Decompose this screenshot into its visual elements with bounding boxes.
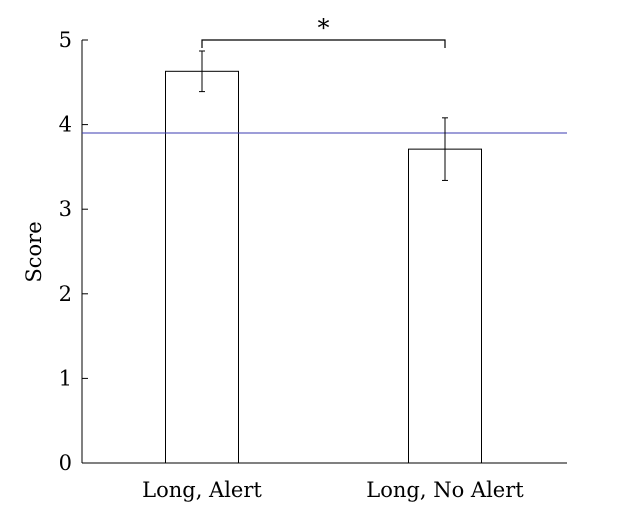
y-tick-label: 0	[59, 451, 72, 475]
labels: Score 0 1 2 3 4 5 Long, Alert Long, No Alert	[22, 28, 524, 502]
y-tick-label: 4	[59, 113, 72, 137]
bars	[165, 70, 482, 464]
bar	[165, 70, 239, 464]
bar	[408, 148, 482, 464]
x-category-label: Long, Alert	[142, 478, 262, 502]
y-tick-label: 2	[59, 282, 72, 306]
y-tick-label: 3	[59, 197, 72, 221]
error-bars	[199, 50, 448, 181]
x-category-label: Long, No Alert	[366, 478, 524, 502]
axes	[81, 39, 567, 464]
significance-annotation: *	[201, 14, 446, 48]
y-axis-title: Score	[22, 221, 46, 282]
y-tick-label: 1	[59, 366, 72, 390]
significance-bracket	[201, 39, 446, 48]
significance-label: *	[318, 14, 330, 42]
y-tick-label: 5	[59, 28, 72, 52]
